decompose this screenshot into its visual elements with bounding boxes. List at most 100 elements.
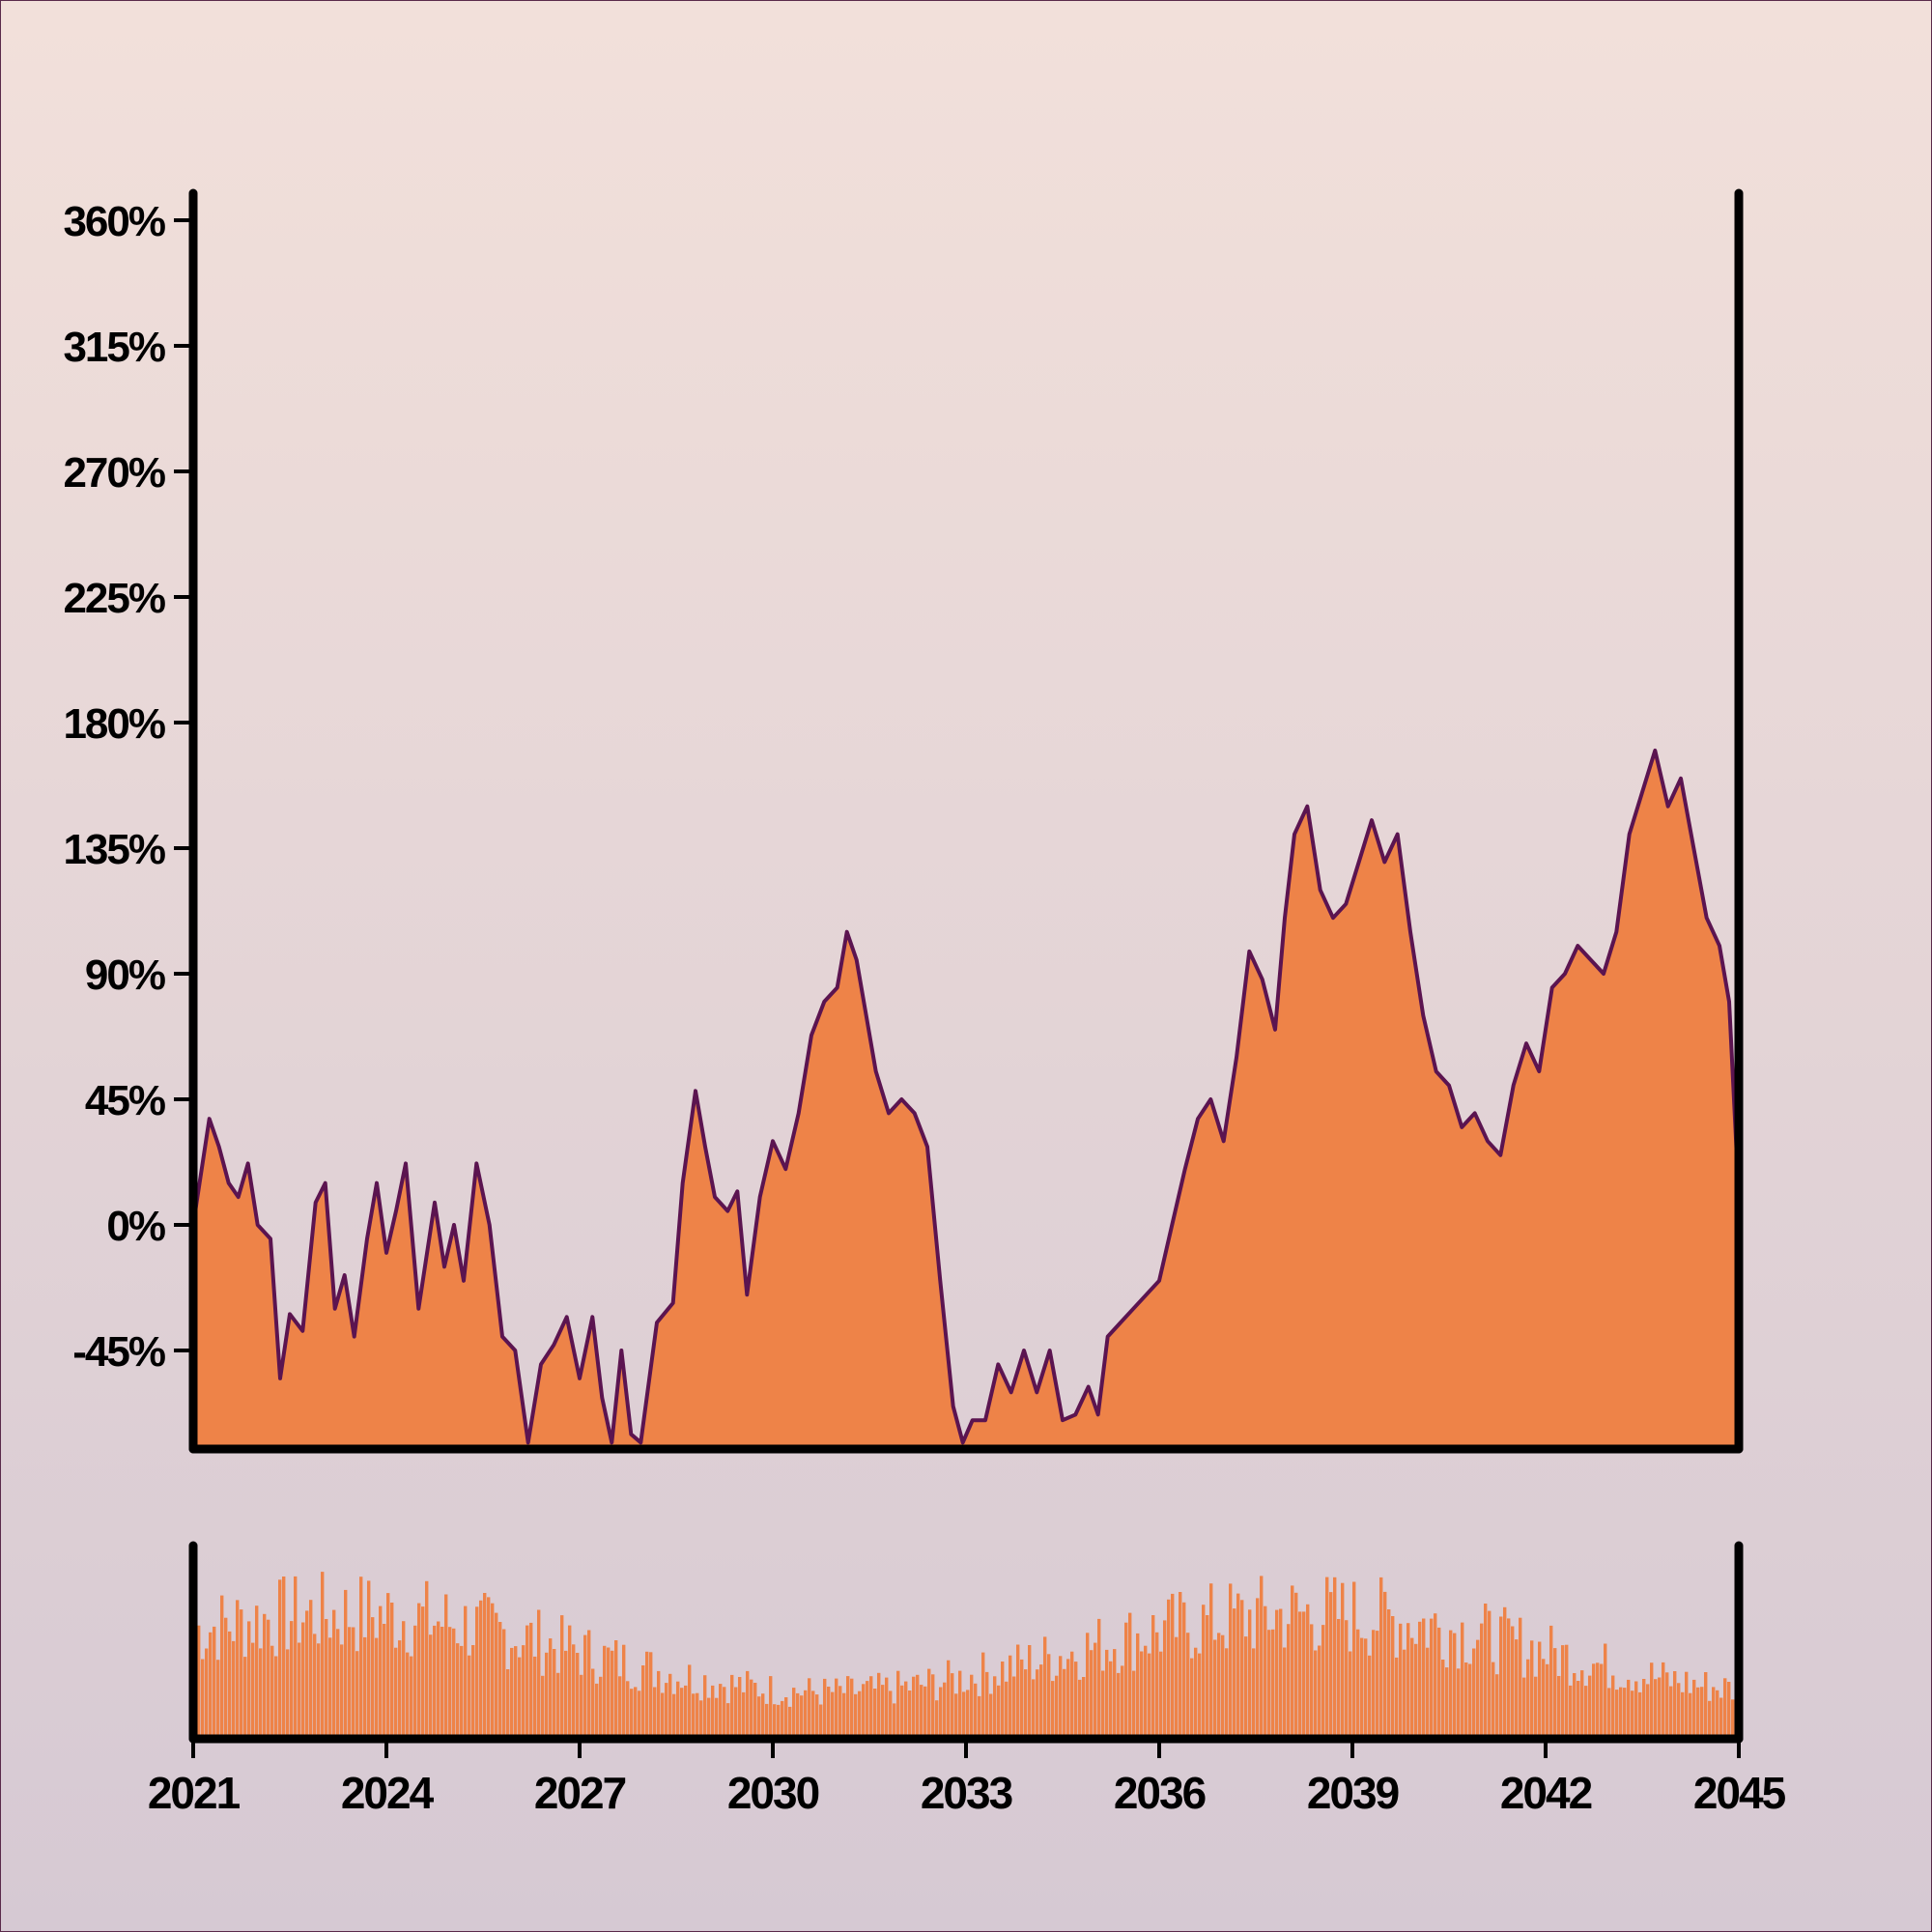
volume-bar (1271, 1629, 1275, 1739)
volume-bar (1194, 1647, 1198, 1739)
volume-bar (734, 1687, 738, 1739)
volume-bar (483, 1593, 487, 1739)
volume-bar (757, 1696, 761, 1739)
volume-bar (464, 1605, 468, 1739)
volume-bar (811, 1690, 815, 1739)
volume-bar (1507, 1618, 1511, 1739)
volume-bar (1395, 1657, 1399, 1739)
volume-bar (966, 1690, 970, 1739)
volume-bar (1206, 1615, 1209, 1739)
volume-bar (1132, 1670, 1136, 1739)
volume-bar (1708, 1700, 1712, 1739)
volume-bar (328, 1637, 332, 1739)
y-tick-label: 45% (85, 1077, 165, 1124)
volume-bar (255, 1605, 259, 1739)
volume-bar (514, 1646, 518, 1739)
volume-bar (916, 1674, 920, 1739)
volume-bar (997, 1685, 1001, 1739)
volume-bar (587, 1630, 591, 1739)
volume-bar (1530, 1640, 1534, 1739)
volume-bar (270, 1645, 274, 1739)
volume-bar (1233, 1608, 1236, 1739)
y-axis-ticks: -45% 0% 45% 90% 135% 180% 225% 270% 315% 360% (63, 198, 193, 1376)
volume-bar (761, 1693, 765, 1739)
volume-bar (1689, 1692, 1692, 1739)
volume-bar (614, 1640, 618, 1739)
volume-bar (410, 1656, 413, 1739)
volume-bar (1577, 1681, 1580, 1739)
volume-bar (1109, 1661, 1113, 1739)
volume-bar (1051, 1681, 1055, 1739)
volume-bar (1005, 1681, 1009, 1739)
volume-bar (1468, 1663, 1472, 1739)
volume-bar (564, 1650, 568, 1739)
volume-bar (491, 1603, 495, 1739)
volume-bar (1391, 1616, 1395, 1739)
x-tick-label: 2033 (921, 1768, 1012, 1818)
volume-bar (1171, 1593, 1175, 1739)
volume-bar (537, 1609, 541, 1739)
volume-bar (367, 1580, 371, 1739)
volume-bar (1580, 1670, 1584, 1739)
volume-bar (251, 1642, 255, 1739)
volume-bar (1476, 1639, 1480, 1739)
volume-bar (1012, 1676, 1016, 1739)
volume-bar (641, 1665, 645, 1739)
volume-bar (645, 1651, 649, 1739)
volume-bar (1306, 1604, 1310, 1739)
volume-bar (1669, 1686, 1673, 1739)
volume-bar (1240, 1600, 1244, 1739)
volume-bar (371, 1617, 375, 1739)
volume-bar (216, 1660, 220, 1739)
x-tick-label: 2039 (1307, 1768, 1399, 1818)
volume-bar (545, 1652, 549, 1739)
y-tick-label: 135% (63, 826, 164, 873)
volume-bar (274, 1656, 278, 1739)
volume-bar (1700, 1687, 1704, 1739)
volume-bar (1727, 1682, 1731, 1739)
volume-bar (653, 1687, 657, 1739)
volume-bar (1345, 1620, 1349, 1739)
volume-bar (1600, 1663, 1604, 1739)
volume-bar (1681, 1691, 1685, 1739)
volume-bar (726, 1703, 730, 1739)
volume-bar (1105, 1649, 1109, 1739)
volume-bar (873, 1689, 877, 1739)
volume-bar (1495, 1674, 1499, 1739)
volume-bar (1445, 1667, 1449, 1739)
volume-bar (943, 1682, 947, 1739)
volume-bar (1020, 1659, 1024, 1739)
volume-bar (522, 1645, 526, 1739)
volume-bar (1094, 1642, 1097, 1739)
y-tick-label: 0% (106, 1203, 164, 1250)
volume-bar (1059, 1656, 1063, 1739)
volume-bar (1310, 1624, 1314, 1739)
volume-bar-panel (193, 1572, 1739, 1739)
volume-bar (838, 1686, 842, 1739)
volume-bar (1221, 1634, 1225, 1739)
volume-bar (309, 1600, 313, 1739)
volume-bar (325, 1619, 328, 1739)
volume-bar (1364, 1638, 1368, 1739)
volume-bar (931, 1674, 935, 1739)
volume-bar (1522, 1677, 1526, 1739)
volume-bar (1318, 1645, 1321, 1739)
volume-bar (1704, 1672, 1708, 1739)
volume-bar (344, 1589, 348, 1739)
x-tick-label: 2042 (1500, 1768, 1592, 1818)
volume-bar (1248, 1609, 1252, 1739)
volume-bar (819, 1704, 823, 1739)
volume-bar (1387, 1609, 1391, 1739)
volume-bar (580, 1674, 583, 1739)
volume-bar (900, 1685, 904, 1739)
volume-bar (854, 1693, 858, 1739)
volume-bar (1148, 1653, 1151, 1739)
volume-bar (1244, 1636, 1248, 1739)
volume-bar (541, 1675, 545, 1739)
volume-bar (896, 1670, 900, 1739)
volume-bar (1329, 1592, 1333, 1739)
volume-bar (1449, 1630, 1453, 1739)
volume-bar (294, 1576, 298, 1739)
volume-bar (321, 1572, 325, 1739)
volume-bar (823, 1678, 827, 1739)
